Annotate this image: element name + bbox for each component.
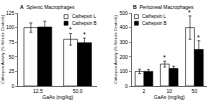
svg-text:500: 500 xyxy=(119,10,128,16)
svg-text:Cathepsin Activity (% Vehicle: Cathepsin Activity (% Vehicle Controls) xyxy=(113,14,118,84)
svg-text:400: 400 xyxy=(119,24,128,30)
svg-text:0: 0 xyxy=(12,83,15,89)
svg-text:300: 300 xyxy=(119,39,128,45)
svg-text:Cathepsin L: Cathepsin L xyxy=(72,14,97,19)
svg-text:*: * xyxy=(163,54,166,61)
svg-text:125: 125 xyxy=(6,10,15,16)
svg-text:2: 2 xyxy=(143,88,146,94)
svg-text:100: 100 xyxy=(119,68,128,74)
svg-text:50.0: 50.0 xyxy=(73,88,83,94)
svg-text:*: * xyxy=(197,34,200,41)
svg-text:Cathepsin Activity (% Vehicle: Cathepsin Activity (% Vehicle Controls) xyxy=(0,14,5,84)
svg-text:Cathepsin B: Cathepsin B xyxy=(142,21,167,26)
svg-text:100: 100 xyxy=(6,24,15,30)
svg-text:A Splenic Macrophages: A Splenic Macrophages xyxy=(20,4,75,10)
svg-text:25: 25 xyxy=(9,68,15,74)
svg-text:200: 200 xyxy=(119,54,128,60)
svg-text:*: * xyxy=(83,31,86,38)
svg-text:50: 50 xyxy=(192,88,198,94)
svg-text:10: 10 xyxy=(166,88,172,94)
svg-text:*: * xyxy=(188,9,191,16)
svg-text:GaAs (mg/kg): GaAs (mg/kg) xyxy=(154,94,185,100)
svg-text:0: 0 xyxy=(125,83,128,89)
svg-text:75: 75 xyxy=(9,39,15,45)
svg-text:Cathepsin L: Cathepsin L xyxy=(142,14,167,19)
svg-text:Cathepsin B: Cathepsin B xyxy=(72,21,97,26)
svg-text:12.5: 12.5 xyxy=(33,88,43,94)
svg-text:B Peritoneal Macrophages: B Peritoneal Macrophages xyxy=(133,4,194,10)
svg-text:GaAs (mg/kg): GaAs (mg/kg) xyxy=(42,94,73,100)
svg-text:50: 50 xyxy=(9,54,15,60)
svg-text:*: * xyxy=(69,26,72,33)
